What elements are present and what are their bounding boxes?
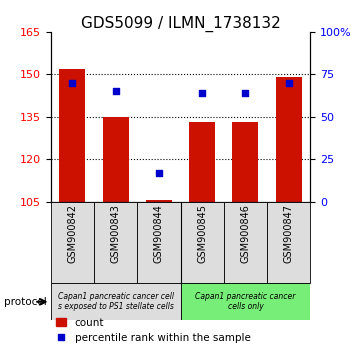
Point [286,80,292,86]
Text: GSM900845: GSM900845 [197,204,207,263]
Text: GSM900847: GSM900847 [284,204,294,263]
Text: GSM900842: GSM900842 [67,204,77,263]
Bar [51,283,180,320]
Text: Capan1 pancreatic cancer cell
s exposed to PS1 stellate cells: Capan1 pancreatic cancer cell s exposed … [57,292,174,312]
Bar [180,202,224,283]
Bar [224,202,267,283]
Bar [59,69,85,202]
Bar [146,200,172,202]
Bar [103,117,129,202]
Bar [267,202,310,283]
Point [113,88,118,94]
Point [199,90,205,96]
Text: GSM900844: GSM900844 [154,204,164,263]
Legend: count, percentile rank within the sample: count, percentile rank within the sample [52,314,255,347]
Point [156,170,162,176]
Title: GDS5099 / ILMN_1738132: GDS5099 / ILMN_1738132 [81,16,280,32]
Bar [51,202,94,283]
Bar [276,77,302,202]
Bar [189,122,215,202]
Bar [180,283,310,320]
Point [69,80,75,86]
Text: GSM900843: GSM900843 [110,204,121,263]
Point [243,90,248,96]
Text: GSM900846: GSM900846 [240,204,251,263]
Text: protocol: protocol [4,297,46,307]
Text: Capan1 pancreatic cancer
cells only: Capan1 pancreatic cancer cells only [195,292,296,312]
Bar [232,122,258,202]
Bar [137,202,180,283]
Bar [94,202,137,283]
